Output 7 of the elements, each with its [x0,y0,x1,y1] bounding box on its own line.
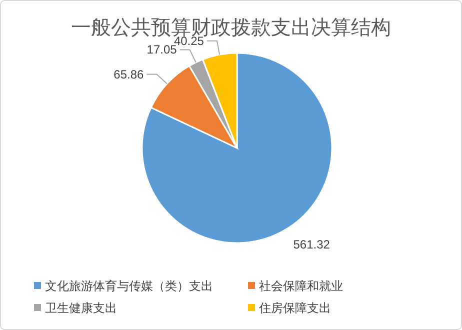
legend-label: 卫生健康支出 [45,301,117,315]
legend-label: 社会保障和就业 [259,279,343,293]
data-label: 561.32 [293,238,330,252]
data-label: 17.05 [146,42,178,57]
legend-label: 住房保障支出 [258,301,331,315]
data-label: 65.86 [114,67,144,82]
legend-label: 文化旅游体育与传媒（类）支出 [45,279,213,293]
